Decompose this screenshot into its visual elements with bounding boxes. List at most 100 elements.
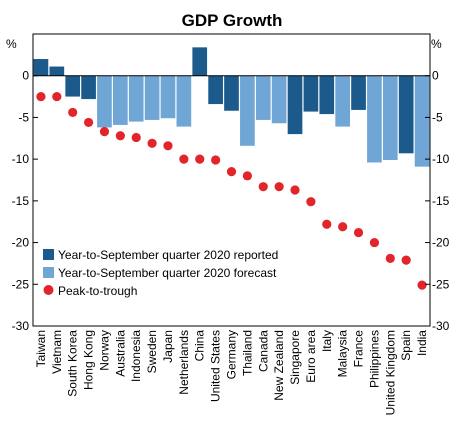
right-tick-label: -30 [432,319,450,333]
left-tick-label: -30 [12,319,30,333]
category-label: Indonesia [129,330,143,382]
trough-dot [385,253,395,264]
right-tick-label: -10 [432,152,450,166]
trough-dot [211,155,221,165]
trough-dot [52,91,62,102]
trough-dot [68,107,78,118]
bar-reported [287,75,303,135]
trough-dot [147,138,157,148]
legend-dot-trough [43,285,54,295]
category-label: Japan [161,330,175,363]
bar-reported [351,75,366,110]
trough-dot [258,182,268,192]
category-label: Canada [256,330,270,372]
category-label: France [352,330,366,368]
trough-dot [195,154,205,164]
right-tick-label: -5 [432,110,443,124]
category-labels-layer: Taiwan Vietnam South Korea Hong Kong Norway A… [34,330,429,416]
trough-dot [226,167,237,177]
left-tick-label: 0 [22,69,29,83]
bar-forecast [271,75,287,124]
category-label: Australia [113,330,127,377]
category-label: Malaysia [336,330,350,378]
category-label: Singapore [288,330,302,385]
category-label: Italy [320,330,334,352]
category-label: Sweden [145,330,159,373]
right-tick-label: -15 [432,194,450,208]
trough-dot [417,280,427,290]
trough-dot [83,117,94,128]
chart-title: GDP Growth [182,11,283,30]
left-axis-unit: % [6,37,17,51]
legend: Year-to-September quarter 2020 reported … [43,248,278,298]
trough-dot [353,227,364,238]
trough-dot [36,91,46,102]
left-tick-label: -15 [12,194,30,208]
category-label: Spain [399,330,413,361]
bar-reported [208,75,223,105]
bar-reported [303,75,319,112]
right-tick-label: -20 [432,236,450,250]
bar-reported [65,75,81,97]
bar-forecast [335,75,350,127]
category-label: Taiwan [34,330,48,367]
bar-forecast [414,75,430,167]
trough-dot [290,185,300,195]
bar-forecast [255,75,271,120]
bar-forecast [367,75,382,163]
category-label: Thailand [240,330,254,376]
legend-label-trough: Peak-to-trough [58,284,137,298]
trough-dot [322,219,332,229]
trough-dot [369,237,380,248]
category-label: Philippines [367,330,381,388]
trough-dots-layer [36,91,427,290]
legend-swatch-forecast [43,267,54,278]
trough-dot [115,131,125,141]
category-label: South Korea [66,330,80,397]
category-label: Norway [97,330,111,371]
bars-layer [33,47,430,167]
category-label: Netherlands [177,330,191,395]
trough-dot [242,171,252,181]
category-label: United States [209,330,223,402]
category-label: India [415,330,429,356]
trough-dot [274,182,284,192]
category-label: Hong Kong [82,330,96,390]
category-label: Germany [225,330,239,379]
bar-reported [224,75,239,111]
left-tick-label: -25 [12,277,30,291]
left-tick-label: -20 [12,236,30,250]
bar-forecast [240,75,255,146]
bar-reported [49,66,65,76]
legend-label-reported: Year-to-September quarter 2020 reported [58,248,278,262]
trough-dot [163,141,173,151]
category-label: China [193,330,207,362]
trough-dot [338,222,348,232]
axis-ticks-layer: 0 0 -5 -5 -10 -10 -15 -15 -20 -20 -25 -25 -30 -30 [12,69,450,333]
category-label: Euro area [304,330,318,383]
right-tick-label: 0 [432,69,439,83]
left-tick-label: -10 [12,152,30,166]
trough-dot [401,255,411,265]
legend-label-forecast: Year-to-September quarter 2020 forecast [58,266,277,280]
category-label: New Zealand [272,330,286,401]
trough-dot [179,154,189,164]
bar-forecast [144,75,160,120]
category-label: United Kingdom [383,330,397,415]
bar-forecast [160,75,176,119]
trough-dot [306,197,316,207]
left-tick-label: -5 [18,110,29,124]
legend-swatch-reported [43,249,54,260]
category-label: Vietnam [50,330,64,374]
bar-forecast [382,75,398,160]
bar-reported [319,75,335,115]
trough-dot [99,127,110,137]
right-axis-unit: % [431,37,442,51]
trough-dot [131,132,141,143]
bar-reported [398,75,414,154]
bar-reported [192,47,208,76]
bar-reported [81,75,96,100]
bar-forecast [128,75,144,122]
plot-frame [32,33,431,327]
